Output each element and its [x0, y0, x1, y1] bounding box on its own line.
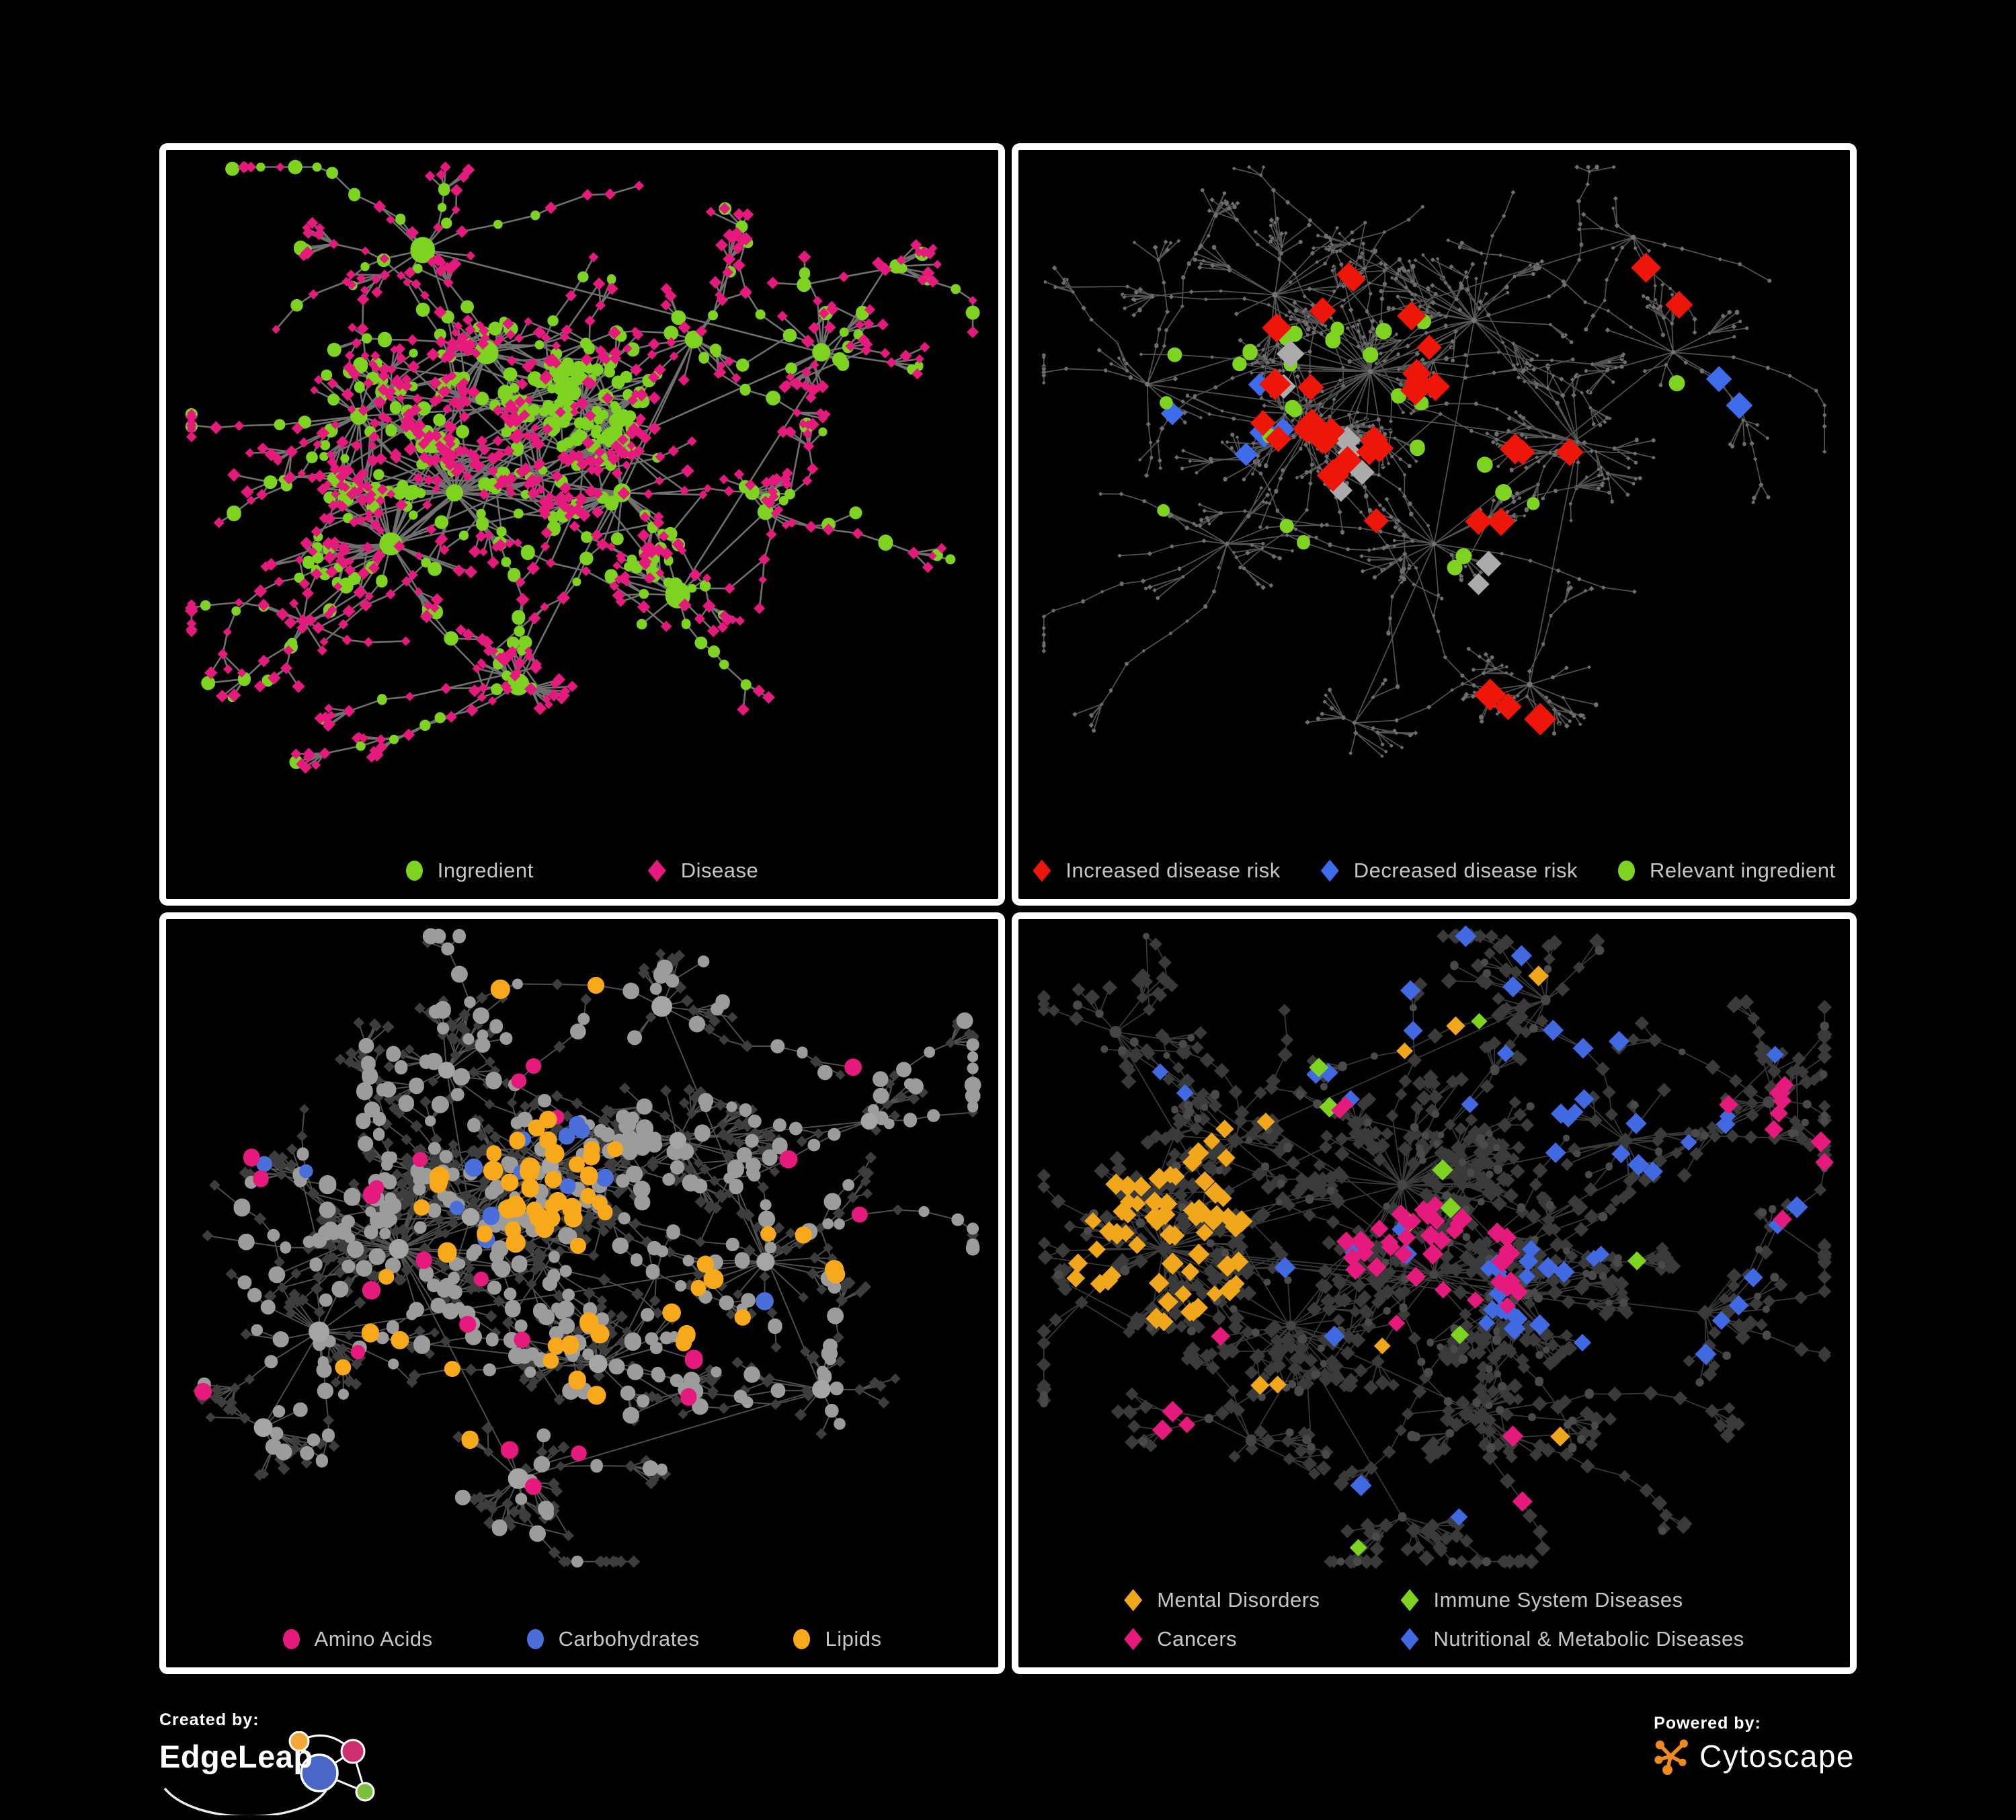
legend: Increased disease risk Decreased disease …: [1018, 859, 1850, 883]
legend-item: Immune System Diseases: [1400, 1588, 1744, 1612]
created-by-label: Created by:: [159, 1710, 259, 1729]
legend-label: Carbohydrates: [558, 1627, 700, 1651]
legend-circle-icon: [526, 1629, 544, 1649]
legend-diamond-icon: [647, 859, 666, 882]
legend-label: Mental Disorders: [1157, 1588, 1320, 1612]
legend-item: Disease: [647, 859, 759, 883]
legend-diamond-icon: [1124, 1628, 1143, 1651]
edgeleap-credit: Created by: EdgeLeap: [159, 1710, 388, 1815]
cytoscape-brand-row: Cytoscape: [1654, 1736, 1855, 1776]
legend: Ingredient Disease: [166, 859, 998, 883]
legend-label: Ingredient: [437, 859, 534, 882]
cytoscape-wordmark: Cytoscape: [1699, 1739, 1855, 1774]
legend-diamond-icon: [1320, 859, 1339, 882]
cytoscape-credit: Powered by: Cytosc: [1654, 1714, 1855, 1776]
network-nodes: [1066, 965, 1570, 1447]
network-nodes: [192, 931, 979, 1568]
legend: Amino Acids Carbohydrates Lipids: [166, 1627, 998, 1651]
legend-item: Mental Disorders: [1124, 1588, 1320, 1612]
legend-diamond-icon: [1400, 1589, 1419, 1612]
panel-ingredient-disease: Ingredient Disease: [159, 143, 1005, 906]
powered-by-label: Powered by:: [1654, 1714, 1761, 1733]
legend-item: Lipids: [793, 1627, 881, 1651]
network-canvas-nutrient-classes: [192, 928, 981, 1568]
legend-circle-icon: [405, 861, 423, 881]
legend-diamond-icon: [1033, 859, 1051, 882]
cytoscape-logo-icon: [1654, 1739, 1689, 1775]
edgeleap-brand-row: EdgeLeap: [159, 1731, 388, 1815]
legend-item: Decreased disease risk: [1320, 859, 1578, 883]
network-nodes: [1157, 313, 1685, 576]
legend-item: Nutritional & Metabolic Diseases: [1400, 1627, 1744, 1651]
network-nodes: [184, 161, 979, 774]
legend-label: Cancers: [1157, 1627, 1238, 1651]
panel-nutrient-classes: Amino Acids Carbohydrates Lipids: [159, 912, 1005, 1674]
network-canvas-disease-classes: [1035, 925, 1834, 1570]
panel-disease-classes: Mental Disorders Immune System Diseases Ca…: [1012, 912, 1857, 1674]
legend: Mental Disorders Immune System Diseases Ca…: [1018, 1588, 1850, 1651]
panel-disease-risk: Increased disease risk Decreased disease …: [1012, 143, 1857, 906]
legend-label: Amino Acids: [314, 1627, 433, 1651]
legend-item: Ingredient: [405, 859, 534, 883]
network-canvas-disease-risk: [1041, 164, 1827, 758]
legend-diamond-icon: [1124, 1589, 1143, 1612]
network-nodes: [1152, 925, 1808, 1526]
legend-item: Increased disease risk: [1033, 859, 1280, 883]
legend-item: Cancers: [1124, 1627, 1320, 1651]
network-nodes: [1041, 164, 1827, 758]
legend-label: Relevant ingredient: [1650, 859, 1836, 882]
legend-label: Disease: [680, 859, 759, 882]
legend-label: Decreased disease risk: [1353, 859, 1578, 882]
legend-item: Relevant ingredient: [1618, 859, 1836, 883]
legend-label: Increased disease risk: [1065, 859, 1281, 882]
legend-item: Carbohydrates: [526, 1627, 700, 1651]
network-nodes: [1035, 928, 1832, 1570]
network-nodes: [185, 159, 980, 769]
legend-item: Amino Acids: [282, 1627, 433, 1651]
legend-diamond-icon: [1400, 1628, 1419, 1651]
legend-circle-icon: [1618, 861, 1635, 881]
legend-label: Nutritional & Metabolic Diseases: [1433, 1627, 1744, 1651]
legend-label: Lipids: [825, 1627, 882, 1651]
network-nodes: [197, 928, 981, 1568]
edgeleap-wordmark: EdgeLeap: [159, 1739, 313, 1774]
network-canvas-ingredient-disease: [184, 159, 980, 774]
network-edges: [1043, 166, 1825, 757]
edgeleap-logo-icon: [163, 1731, 375, 1815]
legend-circle-icon: [793, 1629, 811, 1649]
legend-label: Immune System Diseases: [1433, 1588, 1683, 1612]
legend-circle-icon: [282, 1629, 300, 1649]
